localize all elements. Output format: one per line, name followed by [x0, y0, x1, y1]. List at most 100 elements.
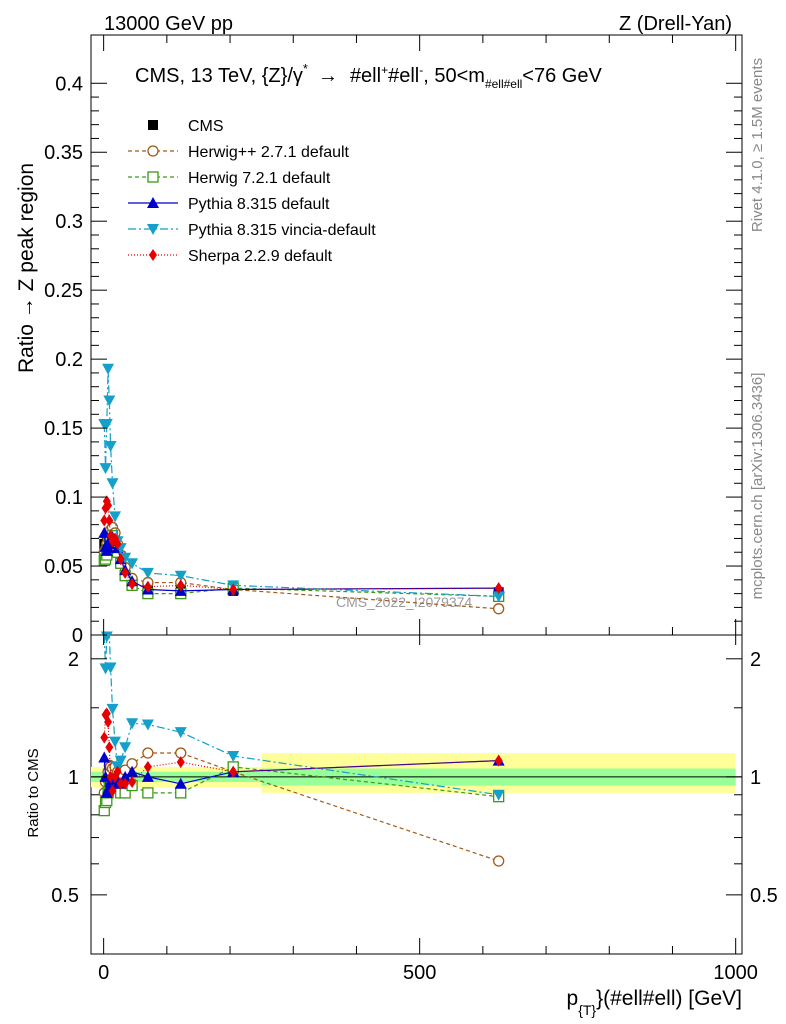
ratio-point-herwig7 [142, 787, 154, 799]
main-point-vincia [492, 591, 505, 603]
legend-item-pythia: Pythia 8.315 default [128, 196, 330, 213]
ratio-point-herwigpp [493, 855, 505, 867]
main-line-vincia [103, 368, 499, 597]
legend-item-cms: CMS [148, 118, 224, 135]
legend-item-herwig7: Herwig 7.2.1 default [128, 170, 331, 187]
main-point-herwigpp [493, 603, 505, 615]
main-point-vincia [100, 418, 113, 430]
legend-marker-sherpa [149, 249, 157, 261]
xtick-label: 500 [403, 962, 436, 984]
main-point-sherpa [121, 566, 130, 579]
ratio-point-pythia [126, 765, 139, 777]
main-vincia [98, 363, 505, 603]
main-point-sherpa [100, 514, 109, 527]
mcplots-label: mcplots.cern.ch [arXiv:1306.3436] [749, 373, 766, 600]
legend: CMS Herwig++ 2.7.1 default Herwig 7.2.1 de… [128, 118, 376, 265]
ratio-point-sherpa [113, 765, 122, 778]
main-point-sherpa [105, 514, 114, 527]
ratio-point-vincia [492, 789, 505, 801]
main-point-vincia [174, 570, 187, 582]
ratio-ytick-label-right: 2 [750, 649, 761, 671]
ratio-point-sherpa [176, 756, 185, 769]
ratio-point-vincia [104, 662, 117, 674]
title-main: CMS, 13 TeV, {Z}/γ [135, 65, 303, 87]
main-point-sherpa [104, 499, 113, 512]
ratio-y-label: Ratio to CMS [25, 748, 42, 837]
ratio-point-pythia [98, 751, 111, 763]
main-point-sherpa [116, 553, 125, 566]
legend-marker-pythia [147, 197, 159, 208]
main-ytick-label: 0.25 [44, 280, 83, 302]
title-mass-sub: #ell#ell [485, 77, 522, 91]
title-mass-prefix: , 50<m [423, 65, 485, 87]
main-point-vincia [99, 463, 112, 475]
ratio-ytick-label-left: 1 [68, 767, 79, 789]
ratio-point-herwigpp [142, 747, 154, 759]
main-point-vincia [109, 511, 122, 523]
title-star: * [303, 61, 308, 76]
main-herwig7 [98, 530, 505, 603]
ratio-sherpa [100, 707, 503, 798]
main-point-vincia [106, 478, 119, 490]
legend-item-sherpa: Sherpa 2.2.9 default [128, 248, 333, 265]
ratio-point-vincia [106, 703, 119, 715]
title-lepton2: #ell [388, 65, 419, 87]
x-label-suffix: }(#ell#ell) [GeV] [596, 987, 742, 1010]
ratio-point-sherpa [494, 754, 503, 767]
main-ytick-label: 0 [72, 625, 83, 647]
main-point-sherpa [229, 583, 238, 596]
legend-marker-vincia [147, 224, 159, 235]
title-sup-minus: - [419, 63, 423, 77]
ratio-point-herwig7 [175, 787, 187, 799]
ratio-point-sherpa [229, 765, 238, 778]
x-axis: 0 500 1000 [98, 35, 758, 984]
main-ytick-label: 0.1 [55, 487, 83, 509]
main-line-herwig7 [103, 534, 499, 597]
ratio-point-pythia [141, 770, 154, 782]
plot-title: CMS, 13 TeV, {Z}/γ* → #ell+#ell-, 50<m#ell… [135, 61, 602, 91]
ratio-point-vincia [119, 742, 132, 754]
ratio-point-sherpa [105, 741, 114, 754]
xtick-label: 0 [98, 962, 109, 984]
legend-marker-herwigpp [147, 145, 159, 157]
main-ytick-label: 0.35 [44, 142, 83, 164]
main-line-sherpa [103, 501, 499, 591]
ratio-point-sherpa [108, 785, 117, 798]
main-ytick-label: 0.2 [55, 349, 83, 371]
main-point-sherpa [113, 537, 122, 550]
legend-label-herwig7: Herwig 7.2.1 default [188, 170, 331, 187]
legend-marker-herwig7 [147, 171, 159, 183]
main-cms [99, 527, 504, 598]
main-pythia [98, 526, 505, 596]
ratio-point-vincia [100, 631, 113, 643]
main-point-sherpa [143, 580, 152, 593]
ratio-point-sherpa [121, 777, 130, 790]
main-point-vincia [103, 395, 116, 407]
ratio-ytick-label-left: 0.5 [51, 885, 79, 907]
x-label-prefix: p [567, 987, 579, 1010]
main-point-vincia [102, 363, 115, 375]
ratio-y-axis: 0.5 0.5 1 1 2 2 [51, 649, 778, 907]
ratio-point-sherpa [100, 731, 109, 744]
title-mass-suffix: <76 GeV [522, 65, 602, 87]
main-y-axis: 0 0.05 0.1 0.15 0.2 0.25 0.3 0.35 0.4 [44, 73, 742, 647]
title-lepton1: #ell [350, 65, 381, 87]
collision-energy-label: 13000 GeV pp [104, 13, 233, 35]
ratio-point-sherpa [116, 777, 125, 790]
legend-item-vincia: Pythia 8.315 vincia-default [128, 222, 376, 239]
rivet-version-label: Rivet 4.1.0, ≥ 1.5M events [749, 58, 766, 232]
analysis-watermark: CMS_2022_I2079374 [336, 594, 472, 610]
ratio-point-vincia [227, 751, 240, 763]
ratio-point-vincia [109, 736, 122, 748]
ratio-point-vincia [174, 727, 187, 739]
main-ytick-label: 0.05 [44, 556, 83, 578]
ratio-series-layer [98, 631, 505, 867]
ratio-point-sherpa [104, 715, 113, 728]
main-point-sherpa [494, 582, 503, 595]
main-y-label: Ratio → Z peak region [15, 163, 38, 373]
legend-marker-cms [148, 120, 158, 130]
ratio-point-pythia [174, 777, 187, 789]
ratio-point-sherpa [128, 776, 137, 789]
legend-label-vincia: Pythia 8.315 vincia-default [188, 222, 376, 239]
